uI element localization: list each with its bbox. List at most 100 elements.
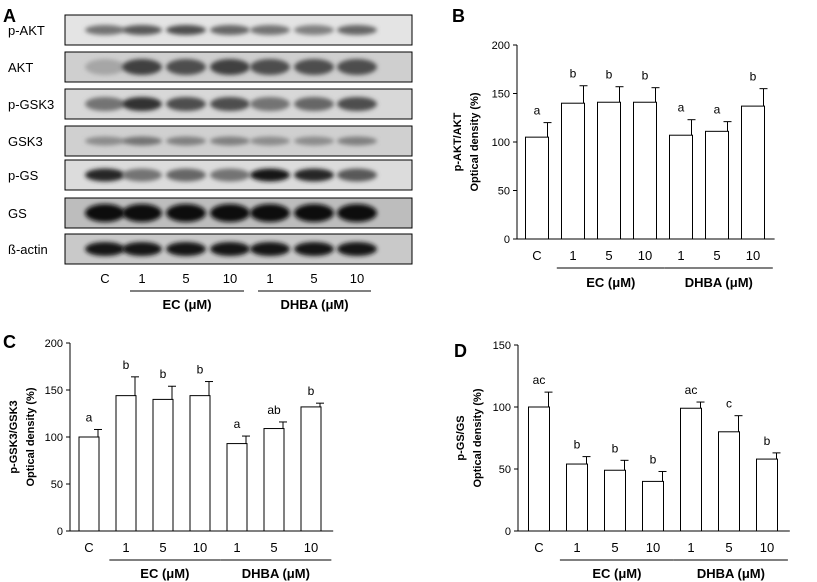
group-label: DHBA (μM) [242, 566, 310, 581]
bar [669, 134, 693, 240]
blot-band [166, 25, 206, 35]
bar [561, 102, 585, 240]
x-tick-label: C [84, 540, 93, 555]
significance-letter: b [606, 68, 613, 82]
blot-row-label: p-AKT [8, 23, 45, 38]
chart-d: 0 50 100 150 p-GS/GS Optical density (%) ac Cb 1… [455, 340, 790, 581]
x-tick-label: 5 [611, 540, 618, 555]
y-tick-label: 100 [45, 432, 63, 444]
y-tick-label: 150 [45, 385, 63, 397]
blot-row-label: GS [8, 206, 27, 221]
panel-letter-d: D [454, 341, 467, 361]
blot-band [166, 136, 206, 146]
x-tick-label: 10 [746, 248, 760, 263]
bar [705, 130, 729, 240]
bar [718, 431, 740, 532]
bar [680, 407, 702, 532]
significance-letter: b [123, 358, 130, 372]
significance-letter: c [726, 397, 732, 411]
x-tick-label: 1 [687, 540, 694, 555]
blot-band [337, 59, 377, 75]
y-axis-label: Optical density (%) [469, 92, 481, 191]
blot-band [337, 168, 377, 182]
blot-band [337, 97, 377, 111]
blot-band [85, 168, 125, 182]
y-tick-label: 200 [45, 338, 63, 350]
blot-band [294, 242, 334, 256]
y-axis-label: Optical density (%) [472, 388, 484, 487]
blot-band [250, 168, 290, 182]
blot-band [85, 136, 125, 146]
x-tick-label: 5 [159, 540, 166, 555]
significance-letter: a [234, 417, 241, 431]
blot-band [85, 25, 125, 35]
x-tick-label: 10 [193, 540, 207, 555]
group-label: DHBA (μM) [697, 566, 765, 581]
blot-band [210, 204, 250, 222]
bar [115, 395, 137, 532]
x-tick-label: 1 [122, 540, 129, 555]
blot-band [337, 136, 377, 146]
blot-band [166, 242, 206, 256]
blot-band [294, 136, 334, 146]
y-tick-label: 150 [493, 340, 511, 352]
significance-letter: b [308, 384, 315, 398]
blot-lane-label: 1 [138, 271, 145, 286]
blot-lane-label: 5 [182, 271, 189, 286]
blot-band [294, 97, 334, 111]
y-tick-label: 100 [493, 402, 511, 414]
significance-letter: b [612, 441, 619, 455]
blot-band [250, 59, 290, 75]
bar [597, 101, 621, 240]
significance-letter: b [160, 367, 167, 381]
blot-row-label: p-GSK3 [8, 97, 54, 112]
y-tick-label: 0 [57, 526, 63, 538]
significance-letter: ac [533, 373, 546, 387]
blot-row-label: AKT [8, 60, 33, 75]
blot-band [250, 25, 290, 35]
blot-row-label: ß-actin [8, 242, 48, 257]
bar [642, 480, 664, 532]
bar [226, 443, 248, 532]
blot-band [122, 25, 162, 35]
blot-band [122, 136, 162, 146]
bar [741, 105, 765, 240]
blot-band [166, 59, 206, 75]
x-tick-label: 10 [646, 540, 660, 555]
blot-band [166, 204, 206, 222]
significance-letter: b [764, 434, 771, 448]
chart-c: 0 50 100 150 200 p-GSK3/GSK3 Optical density (… [8, 338, 334, 581]
significance-letter: ac [685, 383, 698, 397]
significance-letter: ab [267, 403, 281, 417]
blot-band [210, 136, 250, 146]
group-label: DHBA (μM) [685, 275, 753, 290]
x-tick-label: 10 [638, 248, 652, 263]
group-label: EC (μM) [592, 566, 641, 581]
blot-band [294, 25, 334, 35]
x-tick-label: 1 [677, 248, 684, 263]
significance-letter: b [642, 69, 649, 83]
blot-group-label: EC (μM) [162, 297, 211, 312]
bar [528, 406, 550, 532]
group-label: EC (μM) [586, 275, 635, 290]
y-tick-label: 200 [492, 40, 510, 52]
blot-band [250, 97, 290, 111]
blot-band [122, 204, 162, 222]
blot-band [294, 204, 334, 222]
blot-band [294, 59, 334, 75]
blot-row-label: GSK3 [8, 134, 43, 149]
bar [152, 398, 174, 532]
x-tick-label: 10 [760, 540, 774, 555]
blot-row-label: p-GS [8, 168, 39, 183]
x-tick-label: 1 [233, 540, 240, 555]
y-tick-label: 50 [498, 186, 510, 198]
blot-lane-label: C [100, 271, 109, 286]
x-tick-label: 10 [304, 540, 318, 555]
blot-band [337, 204, 377, 222]
x-tick-label: 5 [605, 248, 612, 263]
bar [633, 101, 657, 240]
x-tick-label: 5 [270, 540, 277, 555]
significance-letter: b [750, 70, 757, 84]
blot-lane-label: 5 [310, 271, 317, 286]
